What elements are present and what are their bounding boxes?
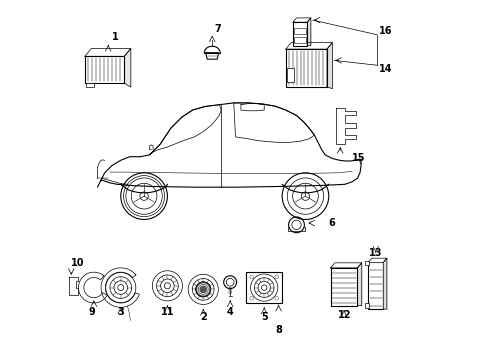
Circle shape <box>195 282 210 297</box>
Polygon shape <box>306 18 310 45</box>
Polygon shape <box>357 263 361 306</box>
Bar <box>292 22 306 45</box>
Text: 9: 9 <box>88 307 95 317</box>
Bar <box>85 83 93 87</box>
Text: 14: 14 <box>378 64 392 74</box>
Text: 8: 8 <box>275 325 282 335</box>
Text: 2: 2 <box>200 312 206 321</box>
Polygon shape <box>326 42 332 89</box>
Bar <box>365 261 368 265</box>
Polygon shape <box>69 277 78 295</box>
Text: 15: 15 <box>351 153 365 163</box>
Bar <box>294 28 305 34</box>
Text: 11: 11 <box>161 307 174 317</box>
Text: 7: 7 <box>214 24 220 34</box>
Polygon shape <box>205 53 218 59</box>
Bar <box>286 68 293 82</box>
Text: 16: 16 <box>378 26 392 36</box>
Text: 5: 5 <box>260 312 267 321</box>
Polygon shape <box>78 272 107 303</box>
Text: 6: 6 <box>328 218 335 228</box>
Bar <box>367 262 383 309</box>
Polygon shape <box>285 42 332 49</box>
Bar <box>330 268 357 306</box>
Text: 3: 3 <box>117 307 124 317</box>
Text: 12: 12 <box>337 310 350 320</box>
Text: 1: 1 <box>112 32 118 42</box>
Polygon shape <box>101 268 139 307</box>
Bar <box>294 37 305 42</box>
Polygon shape <box>383 258 386 309</box>
Polygon shape <box>335 108 355 144</box>
Bar <box>246 273 282 303</box>
Text: 13: 13 <box>368 248 381 258</box>
Bar <box>285 49 326 87</box>
Bar <box>85 56 124 83</box>
Text: 10: 10 <box>70 258 84 268</box>
Polygon shape <box>85 48 131 56</box>
Polygon shape <box>367 258 386 262</box>
Polygon shape <box>124 48 131 87</box>
Bar <box>365 303 368 308</box>
Polygon shape <box>330 263 361 268</box>
Text: 4: 4 <box>226 307 233 317</box>
Polygon shape <box>292 18 310 22</box>
